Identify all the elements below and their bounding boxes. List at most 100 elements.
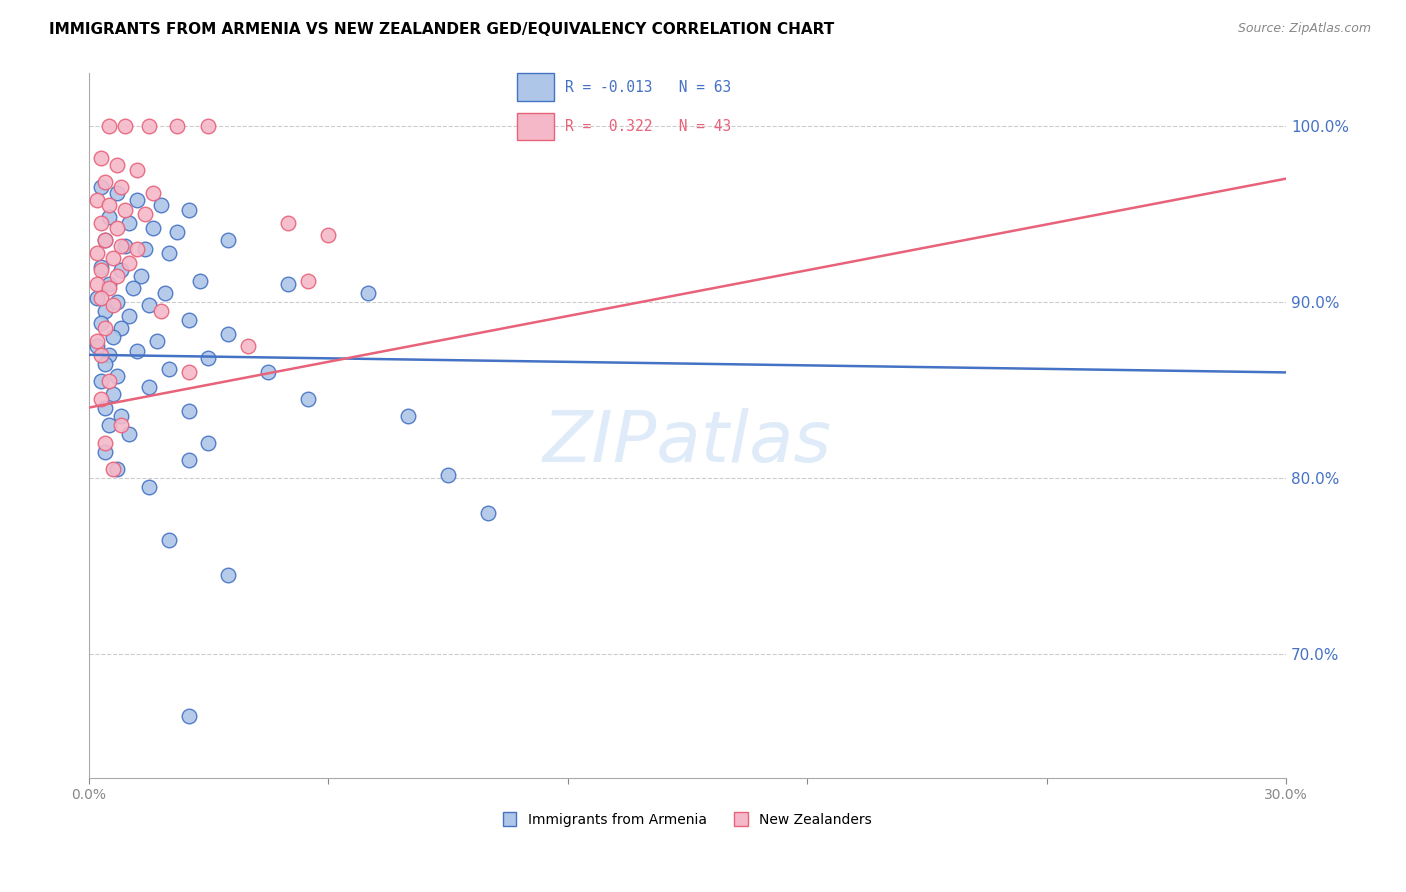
FancyBboxPatch shape [517,113,554,140]
Point [142,186,165,200]
Point [90,392,112,406]
Point [97,211,120,225]
Point [97,281,120,295]
Point [110,238,132,252]
Point [396,409,419,424]
Text: R =  0.322   N = 43: R = 0.322 N = 43 [565,120,731,135]
Point [277,216,299,230]
Point [97,198,120,212]
Point [101,298,124,312]
Point [101,330,124,344]
Text: R = -0.013   N = 63: R = -0.013 N = 63 [565,79,731,95]
Point [97,348,120,362]
Point [166,119,188,133]
Point [125,193,148,207]
Point [93,401,115,415]
Point [93,175,115,189]
Point [110,409,132,424]
Point [90,316,112,330]
Point [117,309,139,323]
Point [117,256,139,270]
Point [86,193,108,207]
Point [134,242,156,256]
Point [217,233,239,247]
Point [316,227,339,242]
Point [97,374,120,388]
Point [117,427,139,442]
Point [125,162,148,177]
Point [145,334,167,348]
Point [190,274,212,288]
Point [257,366,280,380]
Point [477,506,499,520]
Point [93,303,115,318]
Point [153,286,176,301]
Point [110,180,132,194]
Point [138,298,160,312]
Point [129,268,152,283]
Point [86,277,108,292]
Point [105,186,128,200]
Point [110,321,132,335]
Point [101,462,124,476]
Point [125,344,148,359]
Point [157,245,180,260]
Point [105,221,128,235]
Point [166,225,188,239]
Point [149,303,172,318]
Point [93,444,115,458]
Point [134,207,156,221]
Point [86,292,108,306]
Point [117,216,139,230]
Point [93,321,115,335]
Point [105,157,128,171]
Point [114,238,136,252]
Point [90,374,112,388]
Point [157,362,180,376]
Point [105,368,128,383]
Point [90,260,112,274]
Point [90,151,112,165]
Point [157,533,180,547]
Point [217,326,239,341]
Point [101,386,124,401]
Point [90,292,112,306]
Point [93,233,115,247]
Point [149,198,172,212]
Point [177,203,200,218]
Point [90,348,112,362]
Point [93,435,115,450]
Point [90,180,112,194]
Point [437,467,460,482]
Point [138,379,160,393]
Point [97,418,120,433]
Point [86,245,108,260]
Point [277,277,299,292]
Point [142,221,165,235]
Point [138,480,160,494]
Text: IMMIGRANTS FROM ARMENIA VS NEW ZEALANDER GED/EQUIVALENCY CORRELATION CHART: IMMIGRANTS FROM ARMENIA VS NEW ZEALANDER… [49,22,834,37]
Point [110,263,132,277]
Point [105,295,128,310]
Text: ZIPatlas: ZIPatlas [543,409,832,477]
Text: Source: ZipAtlas.com: Source: ZipAtlas.com [1237,22,1371,36]
Point [86,334,108,348]
Point [86,339,108,353]
Point [93,233,115,247]
Point [217,568,239,582]
Point [125,242,148,256]
Point [93,357,115,371]
Point [138,119,160,133]
Point [357,286,380,301]
Point [105,268,128,283]
Point [105,462,128,476]
Point [110,418,132,433]
Legend: Immigrants from Armenia, New Zealanders: Immigrants from Armenia, New Zealanders [496,806,879,834]
Point [97,119,120,133]
Point [177,709,200,723]
Point [121,281,143,295]
Point [114,203,136,218]
Point [197,351,219,366]
Point [114,119,136,133]
Point [297,392,319,406]
